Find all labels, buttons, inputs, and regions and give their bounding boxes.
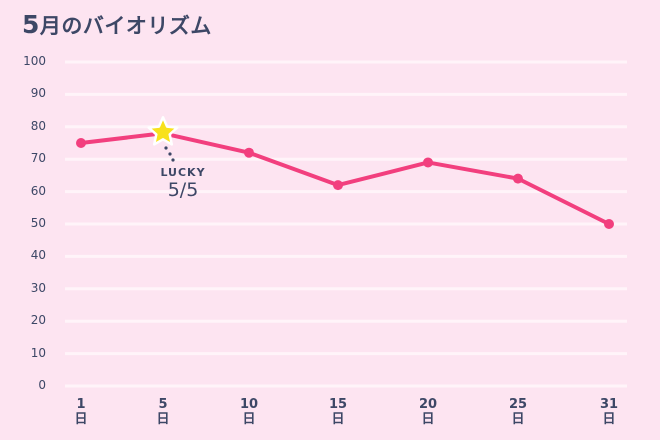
y-tick-label: 40 (30, 248, 46, 263)
title-month: 5 (22, 10, 40, 39)
x-tick-label: 15 日 (328, 397, 348, 427)
chart-title: 5月のバイオリズム (22, 10, 212, 40)
y-tick-label: 30 (30, 280, 46, 295)
lucky-label: LUCKY (160, 166, 206, 179)
dotted-pointer (168, 152, 172, 156)
data-point (423, 157, 433, 168)
y-tick-label: 10 (30, 345, 46, 360)
dotted-pointer (164, 146, 168, 150)
dotted-pointer (171, 158, 175, 162)
x-tick-label: 25 日 (508, 397, 528, 427)
star-icon (147, 116, 179, 146)
y-tick-label: 80 (30, 118, 46, 133)
y-tick-label: 90 (30, 86, 46, 101)
lucky-annotation: LUCKY 5/5 (158, 166, 208, 201)
data-point (244, 147, 254, 158)
x-tick-label: 10 日 (239, 397, 259, 427)
data-point (76, 138, 86, 148)
y-tick-label: 60 (30, 183, 46, 198)
y-tick-label: 0 (38, 378, 46, 392)
y-tick-label: 70 (30, 151, 46, 166)
y-tick-label: 100 (23, 54, 46, 68)
data-point (333, 180, 343, 191)
data-point (513, 173, 523, 184)
y-tick-label: 20 (30, 313, 46, 328)
lucky-date: 5/5 (167, 179, 199, 201)
title-text: 月のバイオリズム (39, 14, 212, 38)
data-point (604, 219, 614, 229)
x-tick-label: 20 日 (418, 397, 438, 427)
y-tick-label: 50 (30, 216, 46, 230)
x-tick-label: 31 日 (599, 397, 619, 427)
